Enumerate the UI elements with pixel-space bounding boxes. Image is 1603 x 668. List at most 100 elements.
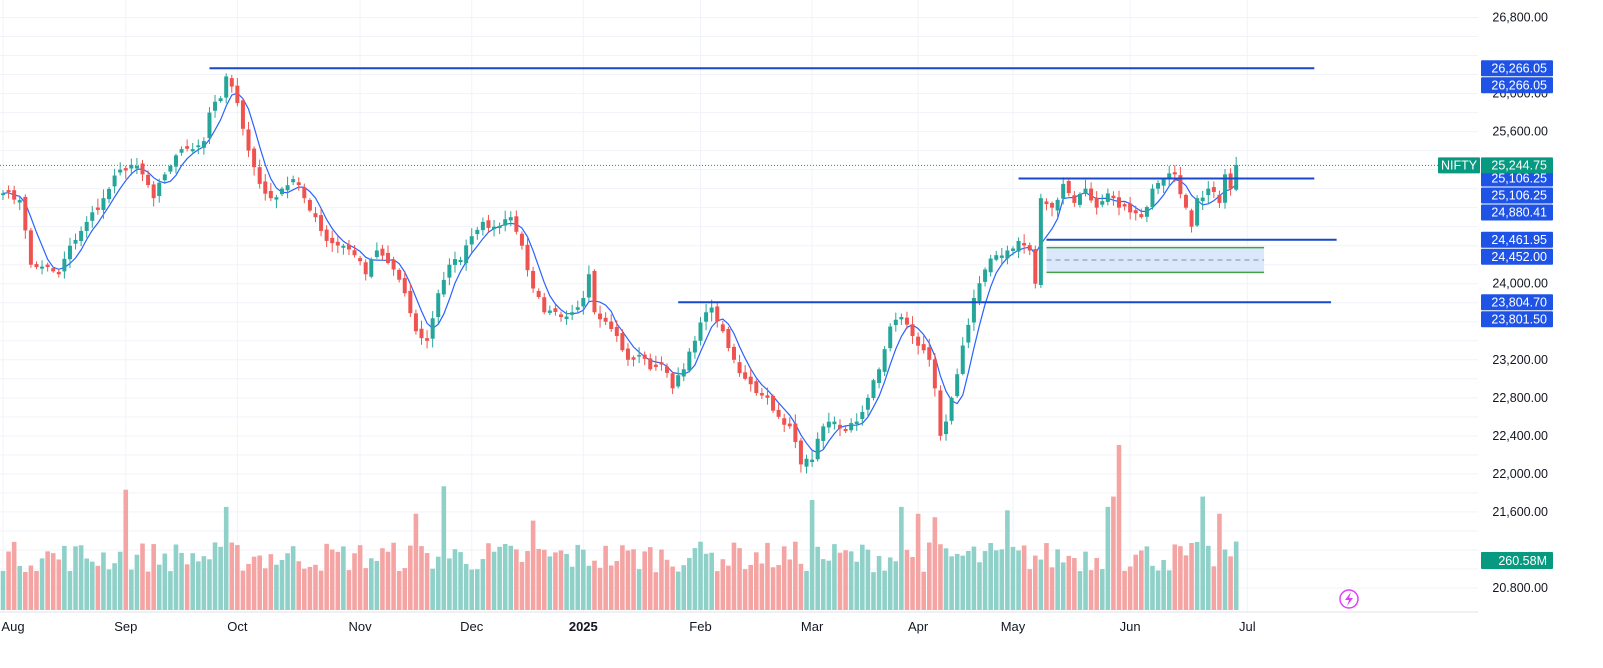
candle[interactable] xyxy=(369,257,374,279)
candle[interactable] xyxy=(1089,182,1094,203)
candle[interactable] xyxy=(765,387,770,405)
candle[interactable] xyxy=(1183,193,1188,210)
candle[interactable] xyxy=(168,164,173,175)
candle[interactable] xyxy=(56,269,61,278)
candle[interactable] xyxy=(826,412,831,433)
candle[interactable] xyxy=(804,454,809,474)
candle[interactable] xyxy=(1195,195,1200,227)
candle[interactable] xyxy=(162,172,167,185)
candle[interactable] xyxy=(90,206,95,228)
candle[interactable] xyxy=(402,270,407,297)
candle[interactable] xyxy=(665,363,670,378)
candle[interactable] xyxy=(810,450,815,467)
candle[interactable] xyxy=(352,245,357,258)
candle[interactable] xyxy=(419,320,424,345)
candle[interactable] xyxy=(592,269,597,315)
candle[interactable] xyxy=(1061,177,1066,205)
candle[interactable] xyxy=(179,146,184,156)
candle[interactable] xyxy=(843,425,848,434)
candle[interactable] xyxy=(798,437,803,473)
candle[interactable] xyxy=(1206,180,1211,204)
candle[interactable] xyxy=(386,245,391,265)
candle[interactable] xyxy=(430,311,435,348)
candle[interactable] xyxy=(246,121,251,158)
candle[interactable] xyxy=(330,230,335,252)
candle[interactable] xyxy=(23,194,28,239)
candle[interactable] xyxy=(598,305,603,328)
candle[interactable] xyxy=(916,332,921,355)
candle[interactable] xyxy=(1161,177,1166,193)
candle[interactable] xyxy=(62,251,67,279)
candle[interactable] xyxy=(966,318,971,349)
candle[interactable] xyxy=(1189,208,1194,233)
candle[interactable] xyxy=(346,240,351,256)
candle[interactable] xyxy=(1139,208,1144,219)
candle[interactable] xyxy=(296,177,301,191)
candle[interactable] xyxy=(1027,242,1032,256)
candle[interactable] xyxy=(670,371,675,395)
candle[interactable] xyxy=(441,271,446,298)
candle[interactable] xyxy=(731,343,736,364)
candle[interactable] xyxy=(759,388,764,399)
candle[interactable] xyxy=(1022,234,1027,254)
candle[interactable] xyxy=(51,266,56,273)
candle[interactable] xyxy=(469,228,474,253)
candle[interactable] xyxy=(123,165,128,179)
candle[interactable] xyxy=(6,185,11,199)
candle[interactable] xyxy=(1234,156,1239,192)
candle[interactable] xyxy=(207,106,212,144)
candle[interactable] xyxy=(408,283,413,317)
candle[interactable] xyxy=(648,353,653,371)
candle[interactable] xyxy=(358,256,363,266)
candle[interactable] xyxy=(983,267,988,287)
candle[interactable] xyxy=(944,414,949,441)
candle[interactable] xyxy=(955,368,960,398)
candle[interactable] xyxy=(1217,190,1222,208)
candle[interactable] xyxy=(865,394,870,417)
candle[interactable] xyxy=(257,159,262,189)
candle[interactable] xyxy=(782,413,787,433)
candle[interactable] xyxy=(1133,205,1138,221)
candle[interactable] xyxy=(1144,205,1149,223)
candle[interactable] xyxy=(575,300,580,313)
candle[interactable] xyxy=(1044,198,1049,211)
candle[interactable] xyxy=(274,194,279,209)
candle[interactable] xyxy=(832,416,837,430)
candle[interactable] xyxy=(570,304,575,321)
candle[interactable] xyxy=(503,210,508,232)
candle[interactable] xyxy=(625,343,630,366)
candle[interactable] xyxy=(475,226,480,240)
candle[interactable] xyxy=(581,290,586,315)
price-zone[interactable] xyxy=(1046,246,1265,274)
candle[interactable] xyxy=(564,310,569,325)
candle[interactable] xyxy=(84,216,89,238)
candle[interactable] xyxy=(787,417,792,429)
candle[interactable] xyxy=(307,198,312,213)
candle[interactable] xyxy=(882,346,887,377)
candle[interactable] xyxy=(1211,181,1216,199)
candle[interactable] xyxy=(263,174,268,201)
candle[interactable] xyxy=(653,355,658,371)
candle[interactable] xyxy=(776,402,781,419)
candle[interactable] xyxy=(676,367,681,389)
candle[interactable] xyxy=(871,378,876,401)
candle[interactable] xyxy=(793,414,798,449)
candle[interactable] xyxy=(140,160,145,182)
candle[interactable] xyxy=(508,211,513,227)
candle[interactable] xyxy=(224,73,229,104)
candle[interactable] xyxy=(614,320,619,342)
candle[interactable] xyxy=(335,235,340,254)
candle[interactable] xyxy=(1010,246,1015,256)
candle[interactable] xyxy=(280,186,284,197)
candle[interactable] xyxy=(1050,201,1055,217)
candle[interactable] xyxy=(480,217,485,236)
candle[interactable] xyxy=(704,303,709,331)
candle[interactable] xyxy=(40,260,45,275)
candle[interactable] xyxy=(101,189,106,219)
candle[interactable] xyxy=(129,158,134,176)
candle[interactable] xyxy=(815,432,820,462)
candle[interactable] xyxy=(374,242,379,259)
candle[interactable] xyxy=(1038,193,1043,288)
candle[interactable] xyxy=(659,356,664,371)
candle[interactable] xyxy=(319,208,324,237)
